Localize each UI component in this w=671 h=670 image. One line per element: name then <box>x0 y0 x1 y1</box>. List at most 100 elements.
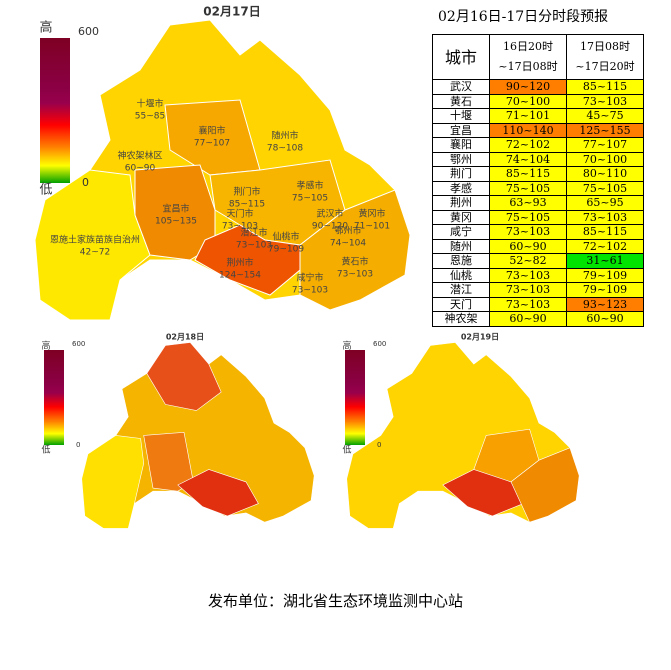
city-range: 75~105 <box>292 194 328 204</box>
table-cell: 77~107 <box>566 137 644 153</box>
table-cell: 天门 <box>432 296 490 312</box>
table-row: 天门 73~103 93~123 <box>432 296 644 312</box>
table-cell: 85~115 <box>566 79 644 95</box>
header-line: 17日08时 <box>580 40 630 53</box>
legend-min: 0 <box>82 176 89 189</box>
city-name: 神农架林区 <box>117 150 162 162</box>
table-row: 襄阳 72~102 77~107 <box>432 137 644 153</box>
table-row: 鄂州 74~104 70~100 <box>432 151 644 167</box>
table-cell: 黄冈 <box>432 209 490 225</box>
map-date: 02月17日 <box>203 5 260 19</box>
header-line: 16日20时 <box>503 40 553 53</box>
region <box>299 189 411 311</box>
city-range: 71~101 <box>354 222 390 232</box>
map-date: 02月19日 <box>461 333 499 342</box>
table-cell: 70~100 <box>566 151 644 167</box>
table-cell: 73~103 <box>489 282 567 298</box>
table-cell: 75~105 <box>489 180 567 196</box>
legend-low: 低 <box>342 444 351 456</box>
city-range: 74~104 <box>330 239 366 249</box>
map-date: 02月18日 <box>166 333 204 342</box>
header-row: 城市 16日20时 ~17日08时 17日08时 ~17日20时 <box>432 34 644 80</box>
table-row: 神农架 60~90 60~90 <box>432 311 644 327</box>
table-cell: 荆州 <box>432 195 490 211</box>
legend-min: 0 <box>76 441 80 449</box>
region <box>177 469 259 517</box>
table-cell: 73~103 <box>566 209 644 225</box>
city-range: 78~108 <box>267 144 303 154</box>
table-cell: 武汉 <box>432 79 490 95</box>
table-cell: 65~95 <box>566 195 644 211</box>
table-cell: 60~90 <box>566 311 644 327</box>
table-cell: 75~105 <box>489 209 567 225</box>
city-name: 仙桃市 <box>272 231 299 243</box>
city-range: 42~72 <box>80 248 110 258</box>
city-name: 黄冈市 <box>358 208 385 220</box>
table-cell: 85~115 <box>489 166 567 182</box>
table-cell: 31~61 <box>566 253 644 269</box>
table-cell: 随州 <box>432 238 490 254</box>
table-cell: 宜昌 <box>432 122 490 138</box>
city-name: 襄阳市 <box>198 125 225 137</box>
header-line: ~17日20时 <box>575 60 635 73</box>
city-name: 潜江市 <box>240 227 267 239</box>
table-cell: 93~123 <box>566 296 644 312</box>
city-range: 85~115 <box>229 200 265 210</box>
table-cell: 90~120 <box>489 79 567 95</box>
table-cell: 80~110 <box>566 166 644 182</box>
city-name: 荆州市 <box>226 257 253 269</box>
city-range: 73~103 <box>292 286 328 296</box>
table-row: 黄石 70~100 73~103 <box>432 93 644 109</box>
table-row: 荆门 85~115 80~110 <box>432 166 644 182</box>
legend-bar <box>345 350 365 445</box>
legend-bar <box>40 38 70 183</box>
city-range: 105~135 <box>155 217 197 227</box>
city-name: 宜昌市 <box>162 203 189 215</box>
city-range: 73~103 <box>236 241 272 251</box>
table-cell: 52~82 <box>489 253 567 269</box>
legend-low: 低 <box>41 444 50 456</box>
table-cell: 71~101 <box>489 108 567 124</box>
city-name: 武汉市 <box>316 208 343 220</box>
table-cell: 荆门 <box>432 166 490 182</box>
table-cell: 79~109 <box>566 267 644 283</box>
table-row: 随州 60~90 72~102 <box>432 238 644 254</box>
legend-max: 600 <box>78 25 99 38</box>
table-cell: 73~103 <box>489 267 567 283</box>
legend-high: 高 <box>39 20 52 36</box>
city-range: 79~109 <box>268 245 304 255</box>
table-cell: 73~103 <box>489 224 567 240</box>
header-period: 17日08时 ~17日20时 <box>566 34 644 80</box>
table-cell: 110~140 <box>489 122 567 138</box>
table-cell: 85~115 <box>566 224 644 240</box>
legend-bar <box>44 350 64 445</box>
table-row: 恩施 52~82 31~61 <box>432 253 644 269</box>
region <box>510 447 580 523</box>
city-name: 黄石市 <box>341 256 368 268</box>
table-cell: 74~104 <box>489 151 567 167</box>
legend-high: 高 <box>342 340 351 352</box>
table-cell: 72~102 <box>489 137 567 153</box>
table-cell: 45~75 <box>566 108 644 124</box>
table-cell: 襄阳 <box>432 137 490 153</box>
region <box>146 342 222 411</box>
city-range: 77~107 <box>194 139 230 149</box>
legend-max: 600 <box>72 340 85 348</box>
table-cell: 63~93 <box>489 195 567 211</box>
city-name: 恩施土家族苗族自治州 <box>50 234 140 246</box>
table-row: 潜江 73~103 79~109 <box>432 282 644 298</box>
city-range: 55~85 <box>135 112 165 122</box>
city-range: 60~90 <box>125 164 156 174</box>
header-city: 城市 <box>432 34 490 80</box>
table-row: 宜昌 110~140 125~155 <box>432 122 644 138</box>
table-cell: 黄石 <box>432 93 490 109</box>
city-range: 124~154 <box>219 271 261 281</box>
city-name: 十堰市 <box>136 98 163 110</box>
table-cell: 125~155 <box>566 122 644 138</box>
header-line: ~17日08时 <box>498 60 558 73</box>
table-cell: 仙桃 <box>432 267 490 283</box>
table-cell: 73~103 <box>566 93 644 109</box>
legend-high: 高 <box>41 340 50 352</box>
city-range: 73~103 <box>222 222 258 232</box>
city-name: 咸宁市 <box>296 272 323 284</box>
